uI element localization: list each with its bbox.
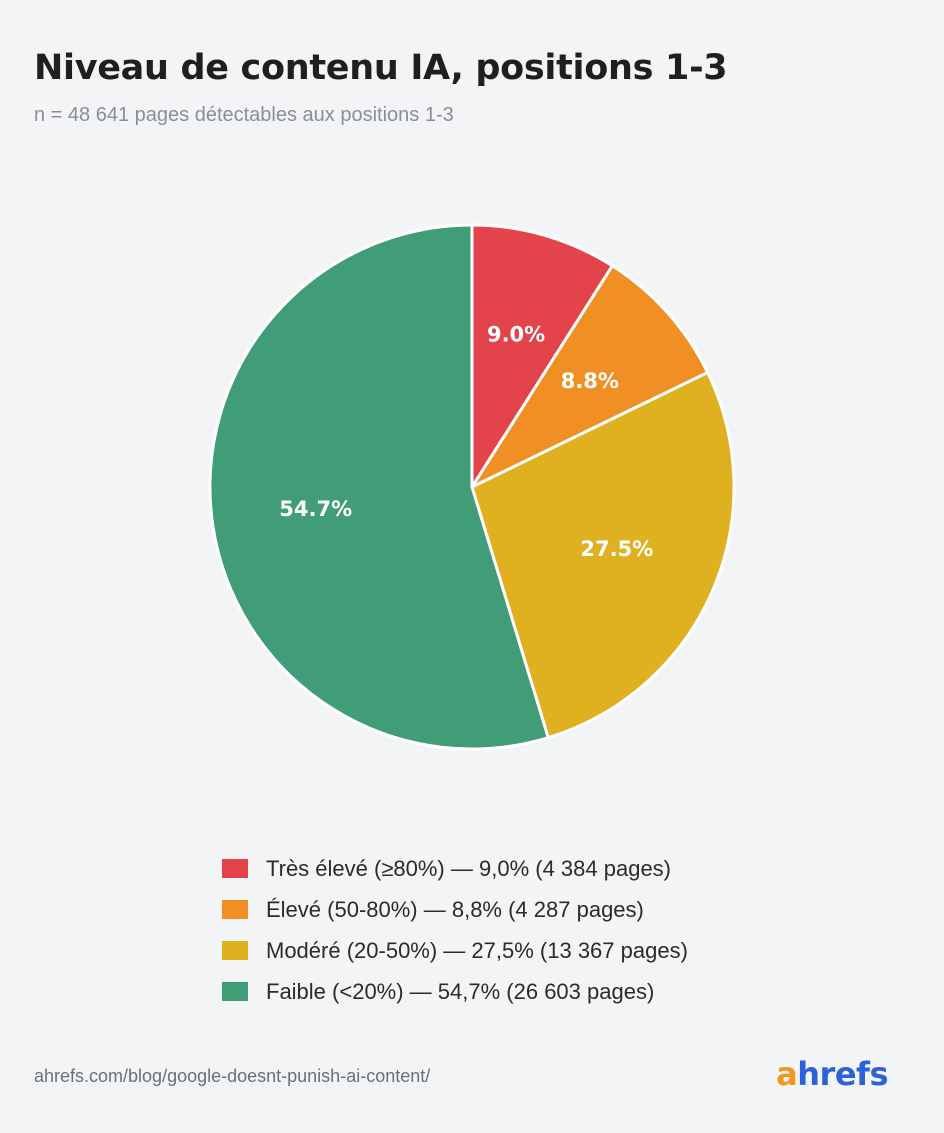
legend-item-eleve: Élevé (50-80%) — 8,8% (4 287 pages) — [222, 889, 688, 930]
legend-swatch-faible — [222, 982, 248, 1001]
logo-letter-a: a — [776, 1055, 798, 1093]
chart-subtitle: n = 48 641 pages détectables aux positio… — [34, 104, 454, 126]
source-url: ahrefs.com/blog/google-doesnt-punish-ai-… — [34, 1066, 431, 1086]
pie-slice-tres-eleve — [470, 223, 614, 489]
slice-label-modere: 27.5% — [580, 537, 653, 561]
legend-swatch-tres-eleve — [222, 859, 248, 878]
legend: Très élevé (≥80%) — 9,0% (4 384 pages) É… — [222, 848, 688, 1012]
legend-swatch-modere — [222, 941, 248, 960]
legend-swatch-eleve — [222, 900, 248, 919]
pie-slice-eleve — [470, 264, 710, 489]
pie-slice-faible — [208, 223, 550, 751]
slice-label-faible: 54.7% — [279, 497, 352, 521]
legend-label-eleve: Élevé (50-80%) — 8,8% (4 287 pages) — [266, 896, 644, 922]
ahrefs-logo: ahrefs — [776, 1055, 888, 1093]
chart-title: Niveau de contenu IA, positions 1-3 — [34, 48, 728, 88]
legend-label-faible: Faible (<20%) — 54,7% (26 603 pages) — [266, 978, 655, 1004]
slice-label-eleve: 8.8% — [561, 369, 619, 393]
pie-slice-modere — [470, 370, 736, 740]
legend-label-modere: Modéré (20-50%) — 27,5% (13 367 pages) — [266, 937, 688, 963]
legend-item-faible: Faible (<20%) — 54,7% (26 603 pages) — [222, 971, 688, 1012]
legend-label-tres-eleve: Très élevé (≥80%) — 9,0% (4 384 pages) — [266, 855, 672, 881]
slice-label-tres-eleve: 9.0% — [487, 322, 545, 346]
legend-item-modere: Modéré (20-50%) — 27,5% (13 367 pages) — [222, 930, 688, 971]
logo-text-hrefs: hrefs — [797, 1055, 888, 1093]
legend-item-tres-eleve: Très élevé (≥80%) — 9,0% (4 384 pages) — [222, 848, 688, 889]
